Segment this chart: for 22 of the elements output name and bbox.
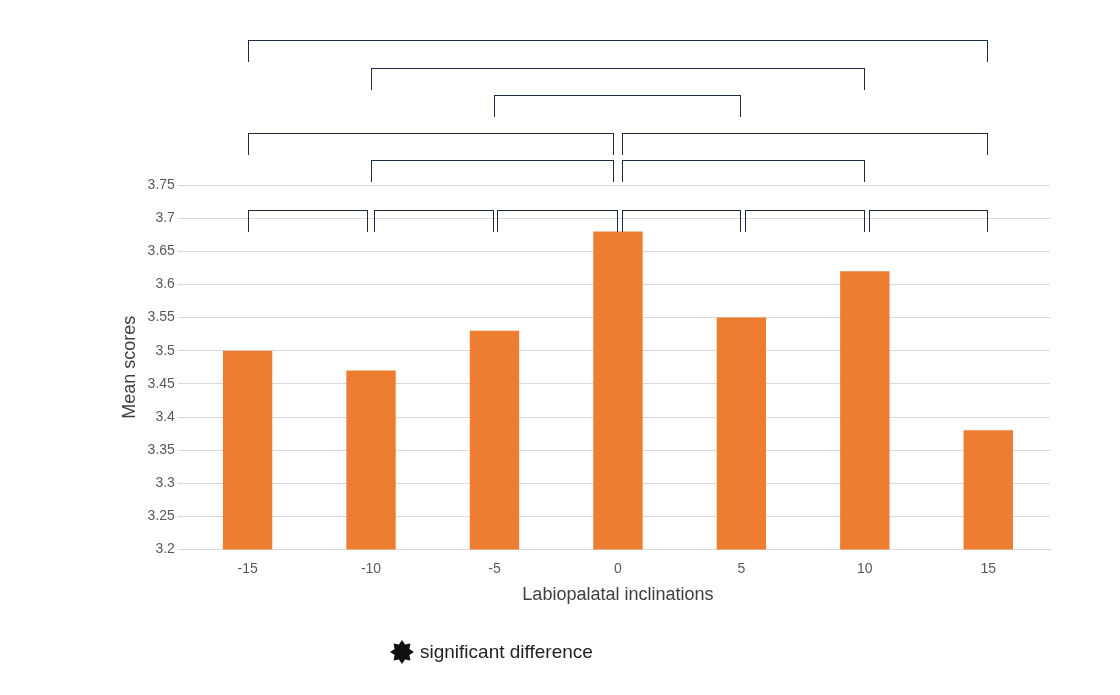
y-tick-label: 3.2 [155, 540, 176, 557]
x-axis-title: Labiopalatal inclinations [522, 584, 714, 605]
x-tick-label: 10 [857, 559, 873, 576]
y-tick-label: 3.5 [155, 341, 176, 358]
y-tick-label: 3.25 [147, 507, 176, 524]
x-tick-label: 0 [614, 559, 623, 576]
text: significant difference [420, 641, 593, 663]
x-tick-label: 15 [980, 559, 997, 576]
y-tick-label: 3.7 [155, 209, 176, 225]
y-tick-label: 3.45 [147, 374, 176, 391]
y-tick-label: 3.65 [147, 242, 176, 259]
y-tick-label: 3.6 [155, 275, 176, 292]
y-axis-title: Mean scores [118, 315, 139, 419]
y-tick-label: 3.35 [147, 441, 176, 458]
y-tick-label: 3.75 [147, 175, 176, 192]
x-tick-label: 5 [737, 559, 746, 576]
y-tick-label: 3.55 [147, 308, 176, 325]
x-tick-label: -10 [360, 559, 382, 576]
x-tick-label: -5 [488, 559, 501, 576]
y-tick-label: 3.4 [155, 407, 176, 424]
x-tick-label: -15 [237, 559, 258, 576]
y-tick-label: 3.3 [155, 474, 176, 491]
